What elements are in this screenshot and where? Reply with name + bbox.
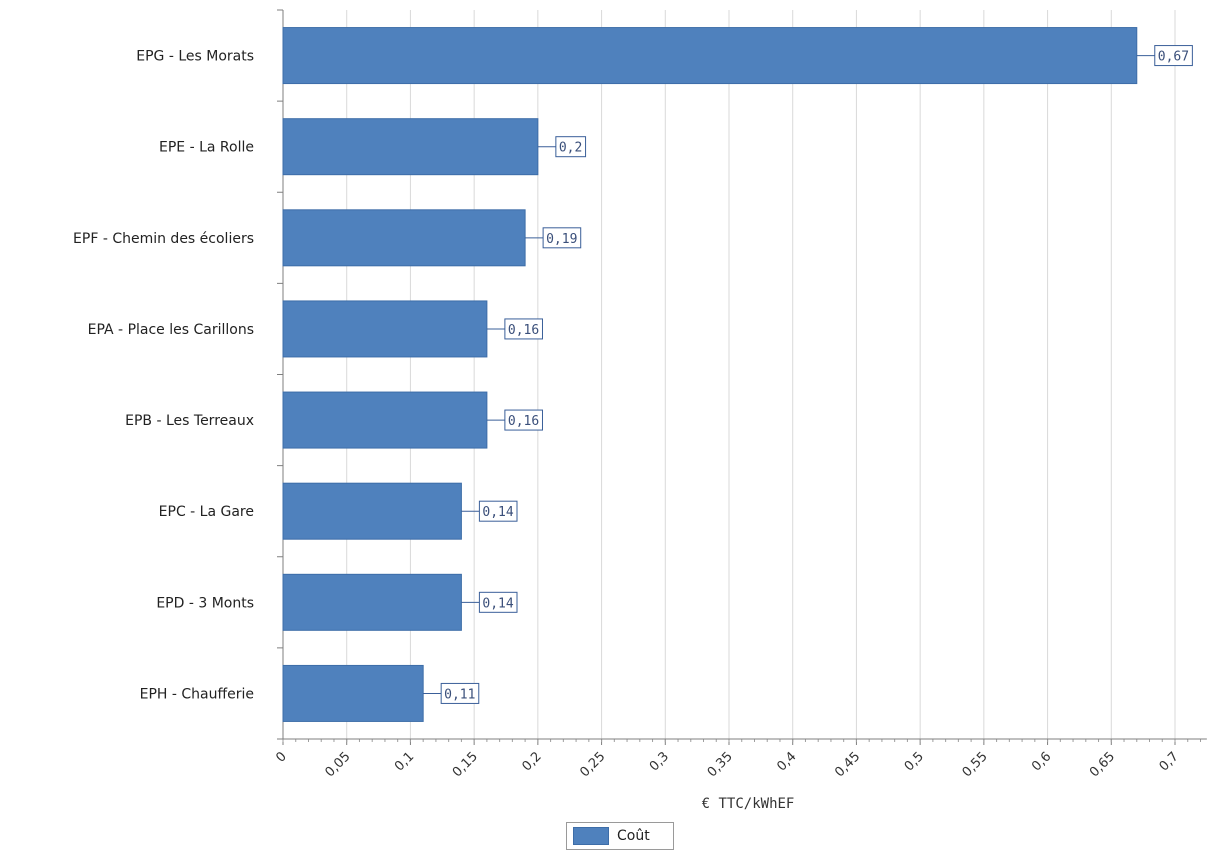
bars <box>282 27 1138 722</box>
data-label-box <box>478 500 518 522</box>
data-label: 0,67 <box>1158 50 1189 65</box>
x-tick-label: 0,6 <box>1029 749 1054 774</box>
data-label: 0,16 <box>508 323 539 338</box>
x-tick-label: 0,65 <box>1087 749 1118 780</box>
bar <box>282 664 424 722</box>
data-label: 0,14 <box>482 505 513 520</box>
x-tick-label: 0,2 <box>519 749 544 774</box>
data-label: 0,19 <box>546 232 577 247</box>
bar <box>282 573 462 631</box>
bar <box>282 209 526 267</box>
x-tick-label: 0,35 <box>705 749 736 780</box>
data-label-box <box>440 682 480 704</box>
legend: Coût <box>566 822 674 850</box>
category-label: EPB - Les Terreaux <box>125 413 254 429</box>
bar <box>282 300 488 358</box>
legend-swatch <box>573 827 609 845</box>
x-tick-label: 0,05 <box>322 749 353 780</box>
x-tick-label: 0,7 <box>1157 749 1182 774</box>
x-tick-label: 0,45 <box>832 749 863 780</box>
bar <box>282 27 1138 85</box>
bar <box>282 482 462 540</box>
category-labels: EPG - Les Morats EPE - La Rolle EPF - Chem… <box>73 49 254 703</box>
category-label: EPA - Place les Carillons <box>88 322 254 338</box>
category-label: EPH - Chaufferie <box>140 686 254 702</box>
x-tick-label: 0,55 <box>960 749 991 780</box>
gridlines <box>346 10 1176 739</box>
bar <box>282 118 539 176</box>
x-tick-label: 0,5 <box>902 749 927 774</box>
data-label: 0,14 <box>482 596 513 611</box>
x-tick-label: 0,4 <box>774 749 799 774</box>
bar <box>282 391 488 449</box>
data-label-box <box>504 318 543 340</box>
data-label: 0,11 <box>444 687 475 702</box>
x-tick-label: 0,15 <box>450 749 481 780</box>
x-tick-label: 0 <box>273 749 289 765</box>
data-label-box <box>1154 45 1193 67</box>
category-label: EPE - La Rolle <box>159 140 254 156</box>
category-label: EPG - Les Morats <box>136 49 254 65</box>
x-tick-label: 0,1 <box>392 749 417 774</box>
x-tick-label: 0,3 <box>647 749 672 774</box>
category-label: EPC - La Gare <box>159 504 254 520</box>
data-label-box <box>478 591 518 613</box>
legend-label: Coût <box>617 828 650 844</box>
data-label-box <box>542 227 582 249</box>
category-label: EPF - Chemin des écoliers <box>73 231 254 247</box>
data-label: 0,2 <box>559 141 582 156</box>
x-tick-label: 0,25 <box>577 749 608 780</box>
data-label-box <box>504 409 543 431</box>
x-axis-title: € TTC/kWhEF <box>702 796 795 812</box>
category-label: EPD - 3 Monts <box>156 595 254 611</box>
data-label-box <box>555 136 587 158</box>
data-label: 0,16 <box>508 414 539 429</box>
x-tick-labels: 0 0,05 0,1 0,15 0,2 0,25 0,3 0,35 0,4 0,45 0,5 0,55… <box>273 749 1181 780</box>
data-labels: 0,67 0,2 0,19 0,16 0,16 0,14 0,14 0,11 <box>423 45 1193 704</box>
